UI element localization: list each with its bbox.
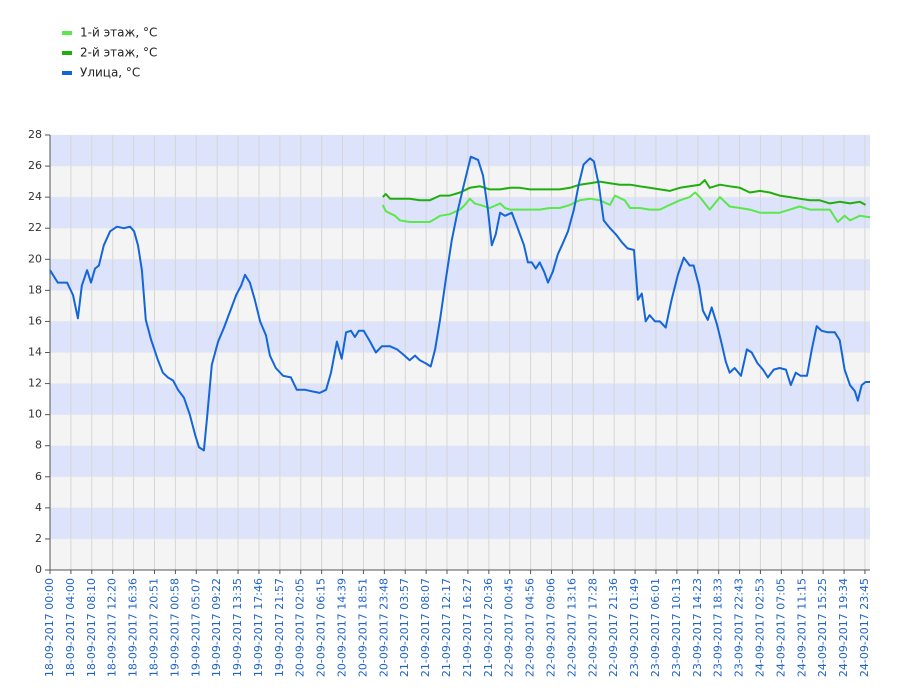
x-tick-label: 18-09-2017 20:51 (147, 578, 160, 677)
legend-label: Улица, °C (80, 66, 140, 80)
y-tick-label: 4 (35, 501, 42, 514)
x-tick-label: 23-09-2017 10:13 (670, 578, 683, 677)
band (50, 259, 870, 291)
x-tick-label: 24-09-2017 07:05 (774, 578, 787, 677)
series-line (381, 191, 871, 223)
x-tick-label: 21-09-2017 20:36 (482, 578, 495, 677)
y-tick-label: 24 (28, 190, 42, 203)
band (50, 476, 870, 508)
band (50, 135, 870, 167)
x-tick-label: 19-09-2017 00:58 (168, 578, 181, 677)
x-tick-label: 23-09-2017 22:43 (733, 578, 746, 677)
x-tick-label: 20-09-2017 18:51 (356, 578, 369, 677)
x-tick-label: 21-09-2017 08:07 (419, 578, 432, 677)
x-tick-label: 20-09-2017 06:15 (315, 578, 328, 677)
band (50, 507, 870, 539)
x-tick-label: 19-09-2017 21:57 (273, 578, 286, 677)
y-tick-label: 14 (28, 346, 42, 359)
series-line (382, 179, 867, 206)
legend-label: 1-й этаж, °C (80, 26, 157, 40)
x-tick-label: 18-09-2017 00:00 (43, 578, 56, 677)
y-tick-label: 6 (35, 470, 42, 483)
band (50, 414, 870, 446)
x-tick-label: 23-09-2017 14:23 (691, 578, 704, 677)
x-tick-label: 24-09-2017 23:45 (858, 578, 871, 677)
y-tick-label: 2 (35, 532, 42, 545)
x-tick-label: 23-09-2017 01:49 (628, 578, 641, 677)
y-tick-label: 8 (35, 439, 42, 452)
legend-swatch (62, 31, 72, 35)
x-tick-label: 23-09-2017 06:01 (649, 578, 662, 677)
x-tick-label: 22-09-2017 09:06 (544, 578, 557, 677)
x-tick-label: 22-09-2017 04:56 (524, 578, 537, 677)
x-tick-label: 20-09-2017 23:48 (377, 578, 390, 677)
x-tick-label: 19-09-2017 05:07 (189, 578, 202, 677)
x-tick-label: 18-09-2017 12:20 (106, 578, 119, 677)
y-tick-label: 22 (28, 221, 42, 234)
x-tick-label: 18-09-2017 04:00 (64, 578, 77, 677)
legend-label: 2-й этаж, °C (80, 46, 157, 60)
x-tick-label: 24-09-2017 15:25 (816, 578, 829, 677)
band (50, 290, 870, 322)
y-tick-label: 16 (28, 314, 42, 327)
band (50, 538, 870, 570)
x-tick-label: 22-09-2017 13:16 (565, 578, 578, 677)
legend-swatch (62, 71, 72, 75)
y-tick-label: 12 (28, 377, 42, 390)
x-tick-label: 22-09-2017 17:28 (586, 578, 599, 677)
x-tick-label: 22-09-2017 21:36 (607, 578, 620, 677)
y-tick-label: 28 (28, 128, 42, 141)
x-tick-label: 18-09-2017 08:10 (85, 578, 98, 677)
x-tick-label: 20-09-2017 14:39 (336, 578, 349, 677)
x-tick-label: 21-09-2017 12:17 (440, 578, 453, 677)
band (50, 321, 870, 353)
x-tick-label: 21-09-2017 03:57 (398, 578, 411, 677)
x-tick-label: 19-09-2017 13:35 (231, 578, 244, 677)
y-tick-label: 18 (28, 283, 42, 296)
band (50, 445, 870, 477)
y-tick-label: 10 (28, 408, 42, 421)
y-tick-label: 20 (28, 252, 42, 265)
x-tick-label: 19-09-2017 09:22 (210, 578, 223, 677)
x-tick-label: 18-09-2017 16:36 (127, 578, 140, 677)
series-line (49, 155, 870, 452)
y-tick-label: 26 (28, 159, 42, 172)
x-tick-label: 22-09-2017 00:45 (503, 578, 516, 677)
x-tick-label: 21-09-2017 16:27 (461, 578, 474, 677)
band (50, 352, 870, 384)
y-tick-label: 0 (35, 563, 42, 576)
legend-swatch (62, 51, 72, 55)
x-tick-label: 23-09-2017 18:33 (712, 578, 725, 677)
x-tick-label: 24-09-2017 19:34 (837, 578, 850, 677)
x-tick-label: 24-09-2017 02:53 (753, 578, 766, 677)
band (50, 228, 870, 260)
x-tick-label: 19-09-2017 17:46 (252, 578, 265, 677)
x-tick-label: 20-09-2017 02:05 (294, 578, 307, 677)
band (50, 383, 870, 415)
x-tick-label: 24-09-2017 11:15 (795, 578, 808, 677)
